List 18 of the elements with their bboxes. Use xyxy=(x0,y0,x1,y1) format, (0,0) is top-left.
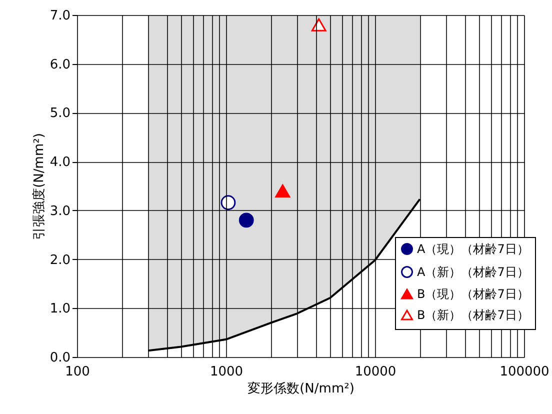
y-tick-label: 4.0 xyxy=(50,155,70,170)
legend-label: A（新）（材齢7日） xyxy=(417,265,529,279)
legend-label: B（新）（材齢7日） xyxy=(417,308,529,322)
legend-label: A（現）（材齢7日） xyxy=(417,242,529,256)
x-tick-label: 10000 xyxy=(354,364,396,380)
legend-label: B（現）（材齢7日） xyxy=(417,287,529,301)
y-axis-title: 引張強度(N/mm²) xyxy=(30,133,47,240)
y-tick-label: 2.0 xyxy=(50,252,70,268)
x-tick-label: 1000 xyxy=(210,364,244,380)
y-tick-label: 5.0 xyxy=(50,106,70,122)
y-tick-label: 7.0 xyxy=(50,8,70,24)
x-tick-label: 100000 xyxy=(500,364,550,380)
x-axis-title: 変形係数(N/mm²) xyxy=(248,380,354,396)
y-tick-label: 1.0 xyxy=(50,302,70,317)
y-tick-label: 6.0 xyxy=(50,57,70,72)
x-tick-label: 100 xyxy=(65,364,90,380)
y-tick-label: 0.0 xyxy=(50,350,70,366)
y-tick-label: 3.0 xyxy=(50,204,70,219)
